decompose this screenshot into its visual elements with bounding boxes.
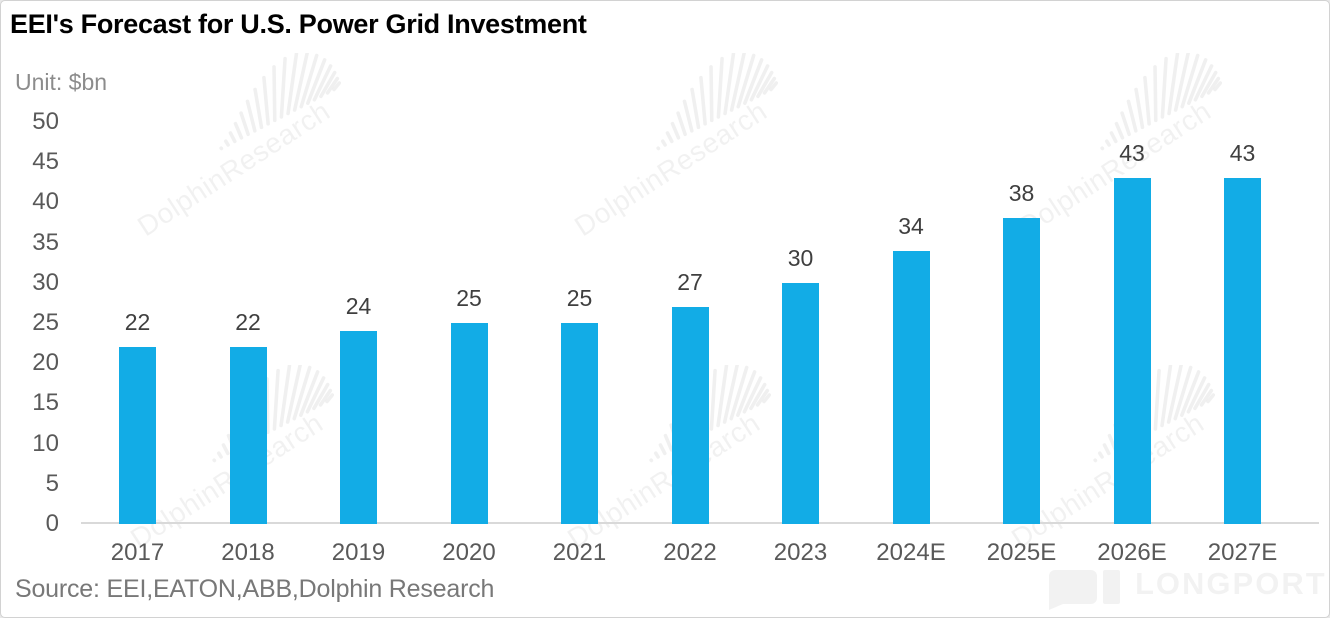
bar-2020 [450,323,488,524]
y-axis-tick-label: 45 [32,148,59,176]
x-axis-tick-label: 2026E [1097,539,1167,566]
y-axis-tick-label: 5 [45,469,59,497]
bar-value-label: 43 [1119,140,1145,166]
bar-2024E [892,251,930,524]
bar-value-label: 27 [677,269,703,295]
bar-value-label: 30 [787,245,814,271]
bar-2023 [782,283,819,524]
bar-value-label: 25 [566,285,593,311]
unit-label: Unit: $bn [15,69,108,95]
y-axis-tick-label: 35 [32,228,59,256]
bar-2017 [119,347,156,524]
bar-value-label: 24 [345,293,372,319]
bar-value-label: 22 [124,309,151,335]
bar-2026E [1113,178,1151,524]
x-axis-tick-label: 2020 [442,539,496,566]
bar-value-label: 43 [1229,140,1256,166]
bar-value-label: 25 [456,285,482,311]
x-axis-tick-label: 2025E [986,539,1057,566]
x-axis-tick-label: 2018 [221,539,275,566]
x-axis-tick-label: 2017 [110,539,165,566]
x-axis-tick-label: 2027E [1207,539,1278,566]
x-axis-tick-label: 2023 [773,539,828,566]
source-label: Source: EEI,EATON,ABB,Dolphin Research [15,575,495,603]
bar-2019 [340,331,377,524]
x-axis-tick-label: 2022 [663,539,717,566]
bar-2025E [1003,218,1040,524]
y-axis-tick-label: 0 [45,510,59,537]
x-axis-tick-label: 2019 [331,539,386,566]
y-axis-tick-label: 10 [32,429,59,457]
bar-value-label: 34 [898,213,924,239]
y-axis-tick-label: 30 [32,268,59,296]
chart-title: EEI's Forecast for U.S. Power Grid Inves… [10,9,587,39]
bar-2022 [671,307,709,524]
y-axis-tick-label: 20 [32,349,59,377]
y-axis-tick-label: 50 [32,108,59,135]
x-axis-tick-label: 2024E [876,539,946,566]
bar-2027E [1224,178,1261,524]
bar-value-label: 22 [235,309,261,335]
y-axis-tick-label: 40 [32,188,59,216]
bar-2021 [561,323,598,524]
x-axis-tick-label: 2021 [552,539,607,566]
bar-value-label: 38 [1008,180,1035,206]
y-axis-tick-label: 25 [32,309,59,336]
y-axis-tick-label: 15 [32,389,59,417]
bar-2018 [229,347,267,524]
